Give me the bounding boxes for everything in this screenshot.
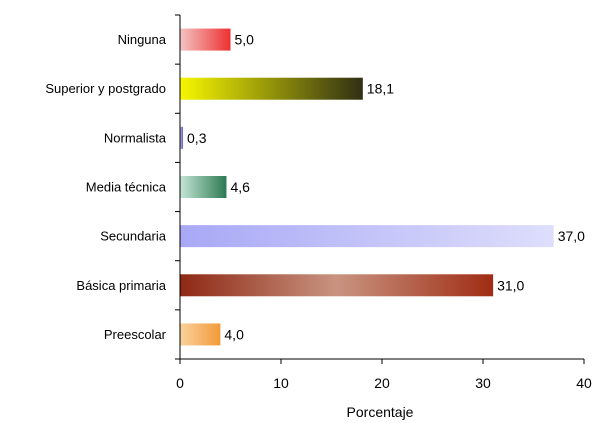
value-labels: 5,0 18,1 0,3 4,6 37,0 31,0 4,0 <box>187 32 585 343</box>
bar-media-tecnica <box>180 176 227 198</box>
category-label-media-tecnica: Media técnica <box>86 180 167 195</box>
category-label-superior-y-postgrado: Superior y postgrado <box>45 81 166 96</box>
x-tick-label-30: 30 <box>475 375 491 391</box>
x-axis-ticks <box>179 359 585 364</box>
bar-preescolar <box>180 323 221 346</box>
category-label-ninguna: Ninguna <box>118 32 167 47</box>
category-labels: Ninguna Superior y postgrado Normalista Med… <box>45 32 166 342</box>
value-label-secundaria: 37,0 <box>558 228 585 244</box>
x-tick-label-10: 10 <box>273 375 289 391</box>
value-label-media-tecnica: 4,6 <box>230 179 250 195</box>
x-tick-label-0: 0 <box>176 375 184 391</box>
value-label-normalista: 0,3 <box>187 130 207 146</box>
category-label-preescolar: Preescolar <box>104 327 167 342</box>
category-label-secundaria: Secundaria <box>100 229 167 244</box>
x-axis-title: Porcentaje <box>347 404 414 420</box>
bars <box>180 28 554 346</box>
x-tick-label-40: 40 <box>576 375 592 391</box>
y-axis-ticks <box>175 14 180 360</box>
bar-ninguna <box>180 28 231 51</box>
category-label-basica-primaria: Básica primaria <box>76 278 166 293</box>
bar-secundaria <box>180 225 554 248</box>
x-tick-labels: 0 10 20 30 40 <box>176 375 592 391</box>
value-label-preescolar: 4,0 <box>224 326 244 342</box>
bar-basica-primaria <box>180 274 494 297</box>
value-label-ninguna: 5,0 <box>235 32 255 48</box>
value-label-superior-y-postgrado: 18,1 <box>367 81 394 97</box>
bar-superior-y-postgrado <box>180 77 363 100</box>
bar-normalista <box>180 126 184 149</box>
x-tick-label-20: 20 <box>374 375 390 391</box>
category-label-normalista: Normalista <box>104 130 167 145</box>
value-label-basica-primaria: 31,0 <box>497 277 524 293</box>
